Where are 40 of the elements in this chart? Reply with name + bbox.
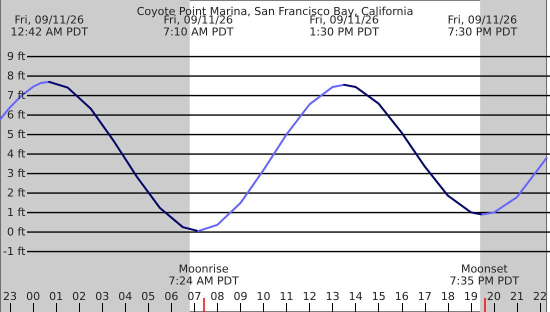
x-tick-label: 07 [187, 290, 202, 303]
x-tick-label: 02 [72, 290, 86, 303]
x-tick-label: 14 [348, 290, 363, 303]
x-tick-label: 01 [49, 290, 64, 303]
x-tick-label: 22 [533, 290, 548, 303]
x-tick-label: 06 [164, 290, 178, 303]
y-tick-label: 0 ft [6, 226, 26, 239]
x-tick-label: 03 [95, 290, 110, 303]
y-tick-label: 5 ft [6, 128, 26, 142]
x-tick-label: 12 [302, 290, 317, 303]
y-tick-label: 1 ft [6, 206, 26, 220]
x-tick-label: 09 [233, 290, 248, 303]
y-tick-label: -1 ft [2, 245, 26, 258]
x-tick-label: 11 [280, 290, 294, 303]
x-tick-label: 17 [418, 290, 432, 303]
y-tick-label: 2 ft [6, 186, 26, 200]
x-tick-label: 15 [372, 290, 386, 303]
x-tick-label: 00 [26, 290, 40, 303]
annotation: Fri, 09/11/26 1:30 PM PDT [309, 14, 380, 38]
annotation: Fri, 09/11/26 7:10 AM PDT [162, 14, 234, 38]
x-tick-label: 20 [486, 290, 501, 303]
x-tick-label: 21 [510, 290, 524, 303]
y-tick-label: 3 ft [6, 167, 26, 180]
x-tick-label: 19 [464, 290, 478, 303]
ref-line-label: Moonrise 7:24 AM PDT [168, 262, 240, 288]
x-tick-label: 05 [141, 290, 156, 303]
x-tick-label: 10 [256, 290, 271, 303]
y-tick-label: 9 ft [6, 50, 26, 64]
x-tick-label: 16 [394, 290, 409, 303]
y-tick-label: 8 ft [6, 70, 26, 83]
x-tick-label: 23 [3, 290, 18, 303]
x-tick-label: 04 [118, 290, 132, 303]
x-tick-label: 13 [326, 290, 340, 303]
y-tick-label: 6 ft [6, 108, 26, 122]
y-tick-label: 4 ft [6, 148, 26, 161]
annotation: Fri, 09/11/26 7:30 PM PDT [448, 14, 518, 38]
x-tick-label: 08 [210, 290, 224, 303]
x-tick-label: 18 [440, 290, 455, 303]
annotation: Fri, 09/11/26 12:42 AM PDT [10, 14, 88, 38]
ref-line-label: Moonset 7:35 PM PDT [449, 262, 520, 288]
